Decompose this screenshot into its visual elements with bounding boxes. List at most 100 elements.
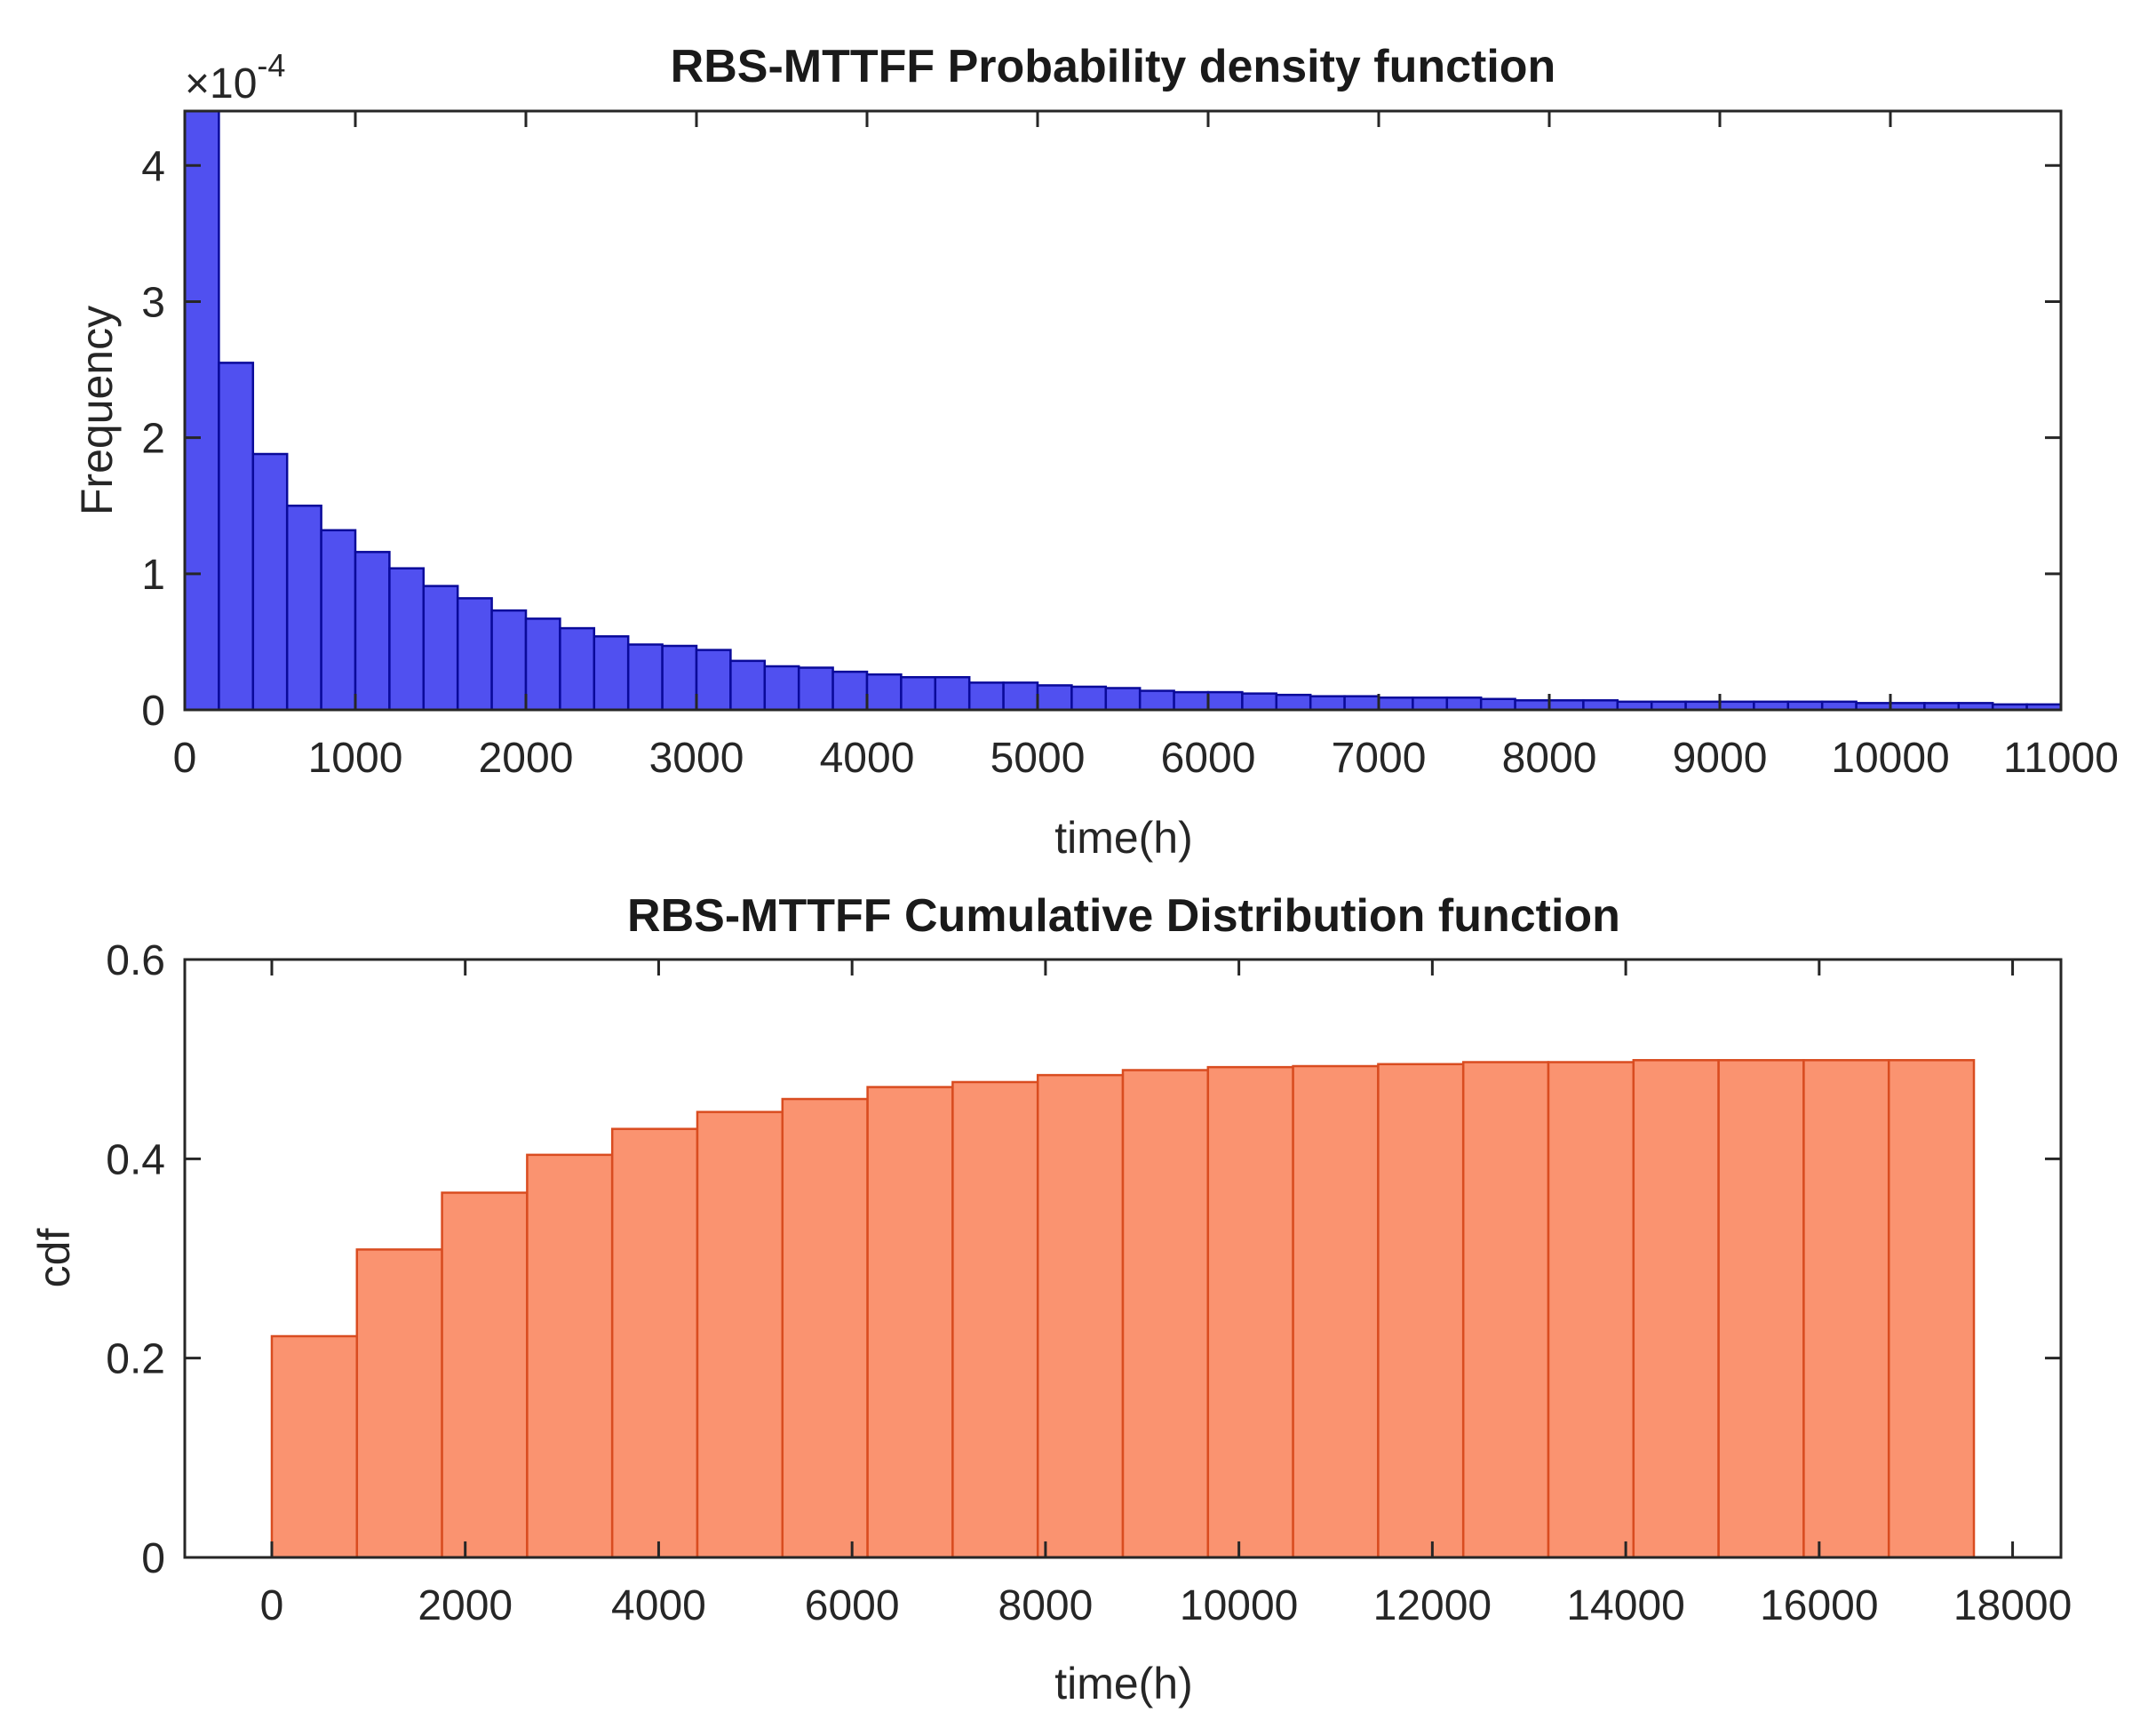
pdf-bar <box>320 529 357 712</box>
cdf-x-tick-label: 6000 <box>805 1582 900 1629</box>
pdf-bar <box>1377 696 1414 712</box>
cdf-bar <box>781 1097 869 1559</box>
pdf-bar <box>1582 699 1619 712</box>
cdf-bar <box>1461 1061 1550 1559</box>
pdf-bar <box>1070 685 1108 712</box>
pdf-y-label: Frequency <box>72 306 122 515</box>
pdf-bars <box>183 109 2063 712</box>
cdf-y-tick-label: 0.2 <box>106 1336 165 1383</box>
pdf-bar <box>456 597 493 712</box>
pdf-bar <box>695 649 732 712</box>
pdf-x-tick-label: 4000 <box>820 735 915 782</box>
cdf-x-tick-label: 0 <box>260 1582 284 1629</box>
pdf-y-exponent-power: -4 <box>257 47 285 84</box>
cdf-x-label: time(h) <box>1054 1659 1193 1708</box>
cdf-chart-title: RBS-MTTFF Cumulative Distribution functi… <box>627 890 1620 942</box>
pdf-bar <box>1309 695 1346 712</box>
cdf-bar <box>1632 1059 1720 1559</box>
cdf-x-tick-label: 18000 <box>1953 1582 2072 1629</box>
pdf-y-tick-label: 0 <box>141 688 165 735</box>
pdf-x-label: time(h) <box>1054 813 1193 863</box>
pdf-bar <box>524 617 561 712</box>
pdf-x-tick-label: 9000 <box>1673 735 1768 782</box>
cdf-bars <box>270 1059 1976 1559</box>
cdf-y-tick-label: 0.4 <box>106 1136 165 1183</box>
cdf-bar <box>696 1111 784 1559</box>
cdf-x-tick-label: 2000 <box>418 1582 513 1629</box>
cdf-bar <box>866 1086 954 1559</box>
pdf-x-tick-label: 10000 <box>1831 735 1949 782</box>
cdf-axis-ticks: 0 2000 4000 6000 8000 10000 12000 14000 16000 180… <box>106 937 2072 1629</box>
pdf-x-tick-label: 0 <box>173 735 197 782</box>
cdf-bar <box>1887 1059 1976 1559</box>
pdf-bar <box>1412 696 1449 712</box>
pdf-y-exponent: ×10-4 <box>185 47 285 108</box>
cdf-bar <box>610 1127 699 1559</box>
cdf-x-tick-label: 12000 <box>1373 1582 1492 1629</box>
cdf-bar <box>1377 1063 1465 1559</box>
cdf-axes-box <box>183 958 2063 1559</box>
pdf-chart: RBS-MTTFF Probability density function ×… <box>72 41 2119 863</box>
pdf-bar <box>183 109 220 712</box>
pdf-x-tick-label: 2000 <box>479 735 574 782</box>
pdf-bar <box>1241 692 1278 712</box>
pdf-bar <box>763 665 800 712</box>
cdf-x-tick-label: 14000 <box>1566 1582 1684 1629</box>
cdf-bar <box>1547 1061 1635 1559</box>
pdf-bar <box>865 673 903 712</box>
pdf-y-tick-label: 2 <box>141 416 165 463</box>
cdf-chart: RBS-MTTFF Cumulative Distribution functi… <box>29 890 2072 1708</box>
pdf-bar <box>388 567 426 712</box>
pdf-bar <box>285 504 322 712</box>
cdf-bar <box>951 1080 1039 1559</box>
pdf-x-tick-label: 3000 <box>649 735 744 782</box>
pdf-y-tick-label: 3 <box>141 279 165 326</box>
pdf-bar <box>626 643 664 712</box>
pdf-bar <box>1002 681 1039 712</box>
pdf-chart-title: RBS-MTTFF Probability density function <box>671 41 1556 92</box>
pdf-bar <box>729 659 767 712</box>
pdf-bar <box>1445 696 1483 712</box>
pdf-bar <box>1479 697 1516 712</box>
pdf-bar <box>354 551 391 712</box>
pdf-bar <box>1104 687 1142 712</box>
cdf-bar <box>1292 1064 1380 1559</box>
cdf-bar <box>1036 1073 1125 1559</box>
pdf-bar <box>1206 690 1244 712</box>
pdf-x-tick-label: 5000 <box>990 735 1086 782</box>
pdf-bar <box>1036 684 1073 712</box>
pdf-x-tick-label: 1000 <box>308 735 403 782</box>
pdf-bar <box>934 675 971 712</box>
pdf-bar <box>1275 693 1312 712</box>
pdf-bar <box>422 585 459 712</box>
cdf-bar <box>355 1248 443 1559</box>
pdf-bar <box>797 666 834 712</box>
pdf-bar <box>1547 699 1585 712</box>
cdf-bar <box>1802 1059 1890 1559</box>
pdf-bar <box>251 452 289 712</box>
pdf-x-tick-label: 8000 <box>1502 735 1597 782</box>
cdf-bar <box>270 1334 359 1559</box>
cdf-bar <box>526 1153 614 1559</box>
cdf-x-tick-label: 16000 <box>1760 1582 1878 1629</box>
pdf-axes-box <box>183 109 2063 712</box>
pdf-y-exponent-base: ×10 <box>185 60 257 108</box>
pdf-bar <box>1138 689 1175 712</box>
pdf-bar <box>900 675 937 712</box>
pdf-bar <box>559 626 596 712</box>
cdf-x-tick-label: 10000 <box>1180 1582 1298 1629</box>
cdf-y-tick-label: 0.6 <box>106 937 165 984</box>
pdf-y-tick-label: 4 <box>141 143 165 190</box>
pdf-bar <box>831 670 869 712</box>
cdf-y-tick-label: 0 <box>141 1535 165 1582</box>
pdf-bar <box>1514 699 1551 712</box>
pdf-x-tick-label: 11000 <box>2003 735 2119 782</box>
pdf-y-tick-label: 1 <box>141 552 165 599</box>
pdf-bar <box>593 635 630 712</box>
cdf-bar <box>1121 1069 1210 1559</box>
pdf-bar <box>1173 690 1210 712</box>
pdf-bar <box>967 681 1005 712</box>
cdf-y-label: cdf <box>29 1229 79 1288</box>
pdf-bar <box>1343 695 1380 712</box>
